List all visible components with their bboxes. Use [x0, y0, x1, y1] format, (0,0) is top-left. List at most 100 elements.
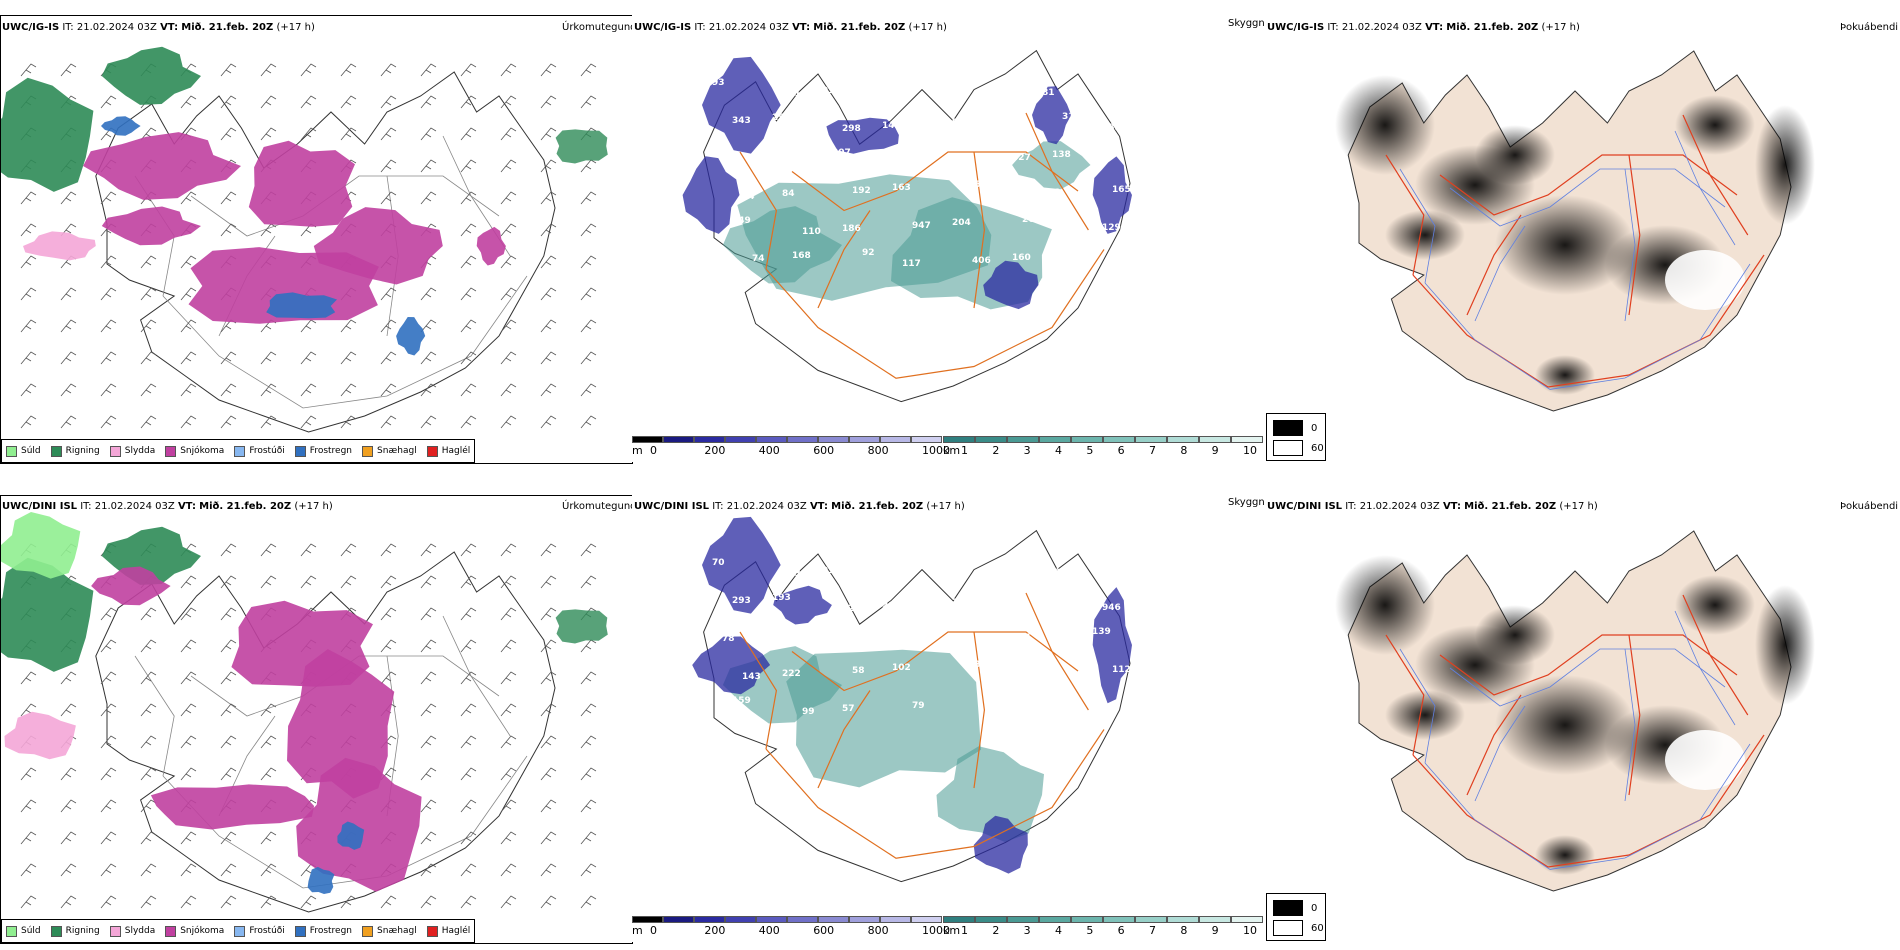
fog-indicator-legend: 0 60	[1266, 893, 1326, 941]
ceiling-scale-segment	[849, 436, 880, 443]
wind-barb	[500, 703, 517, 717]
freezing-rain-area	[266, 292, 337, 319]
ceiling-value-label: 172	[722, 154, 741, 164]
visibility-scale-tick: 2	[992, 444, 1000, 457]
snowfall-area	[476, 226, 506, 266]
wind-barb	[140, 639, 157, 653]
wind-barb	[140, 287, 157, 301]
wind-barb	[460, 287, 477, 301]
wind-barb	[580, 255, 597, 269]
wind-barb	[300, 127, 317, 141]
wind-barb	[420, 63, 437, 77]
snowfall-area	[287, 649, 395, 799]
legend-swatch	[294, 445, 306, 457]
fog-indicator-area	[1495, 675, 1635, 775]
legend-swatch	[109, 445, 121, 457]
ceiling-value-label: 54	[742, 192, 755, 202]
wind-barb	[220, 127, 237, 141]
legend-label: Snæhagl	[377, 926, 417, 936]
wind-barb	[540, 735, 557, 749]
wind-barb	[20, 703, 37, 717]
fog-map-header: UWC/IG-IS IT: 21.02.2024 03Z VT: Mið. 21…	[1267, 22, 1580, 33]
wind-barb	[220, 543, 237, 557]
wind-barb	[500, 735, 517, 749]
wind-barb	[220, 607, 237, 621]
ceiling-value-label: 118	[892, 563, 911, 573]
wind-barb	[420, 735, 437, 749]
wind-barb	[540, 799, 557, 813]
ceiling-value-label: 81	[1042, 88, 1055, 98]
legend-label: Frostregn	[309, 926, 353, 936]
wind-barb	[540, 255, 557, 269]
wind-barb	[500, 255, 517, 269]
ceiling-value-label: 89	[792, 631, 805, 641]
legend-item: Frostúði	[234, 445, 285, 457]
legend-item: Súld	[6, 925, 41, 937]
sleet-area	[23, 231, 96, 261]
legend-label: Frostúði	[249, 446, 285, 456]
ceiling-scale-segment	[632, 436, 663, 443]
wind-barb	[540, 351, 557, 365]
wind-barb	[540, 127, 557, 141]
snowfall-area	[83, 132, 241, 200]
ceiling-scale-segment	[849, 916, 880, 923]
fog-legend-swatch-high	[1273, 900, 1303, 916]
ceiling-value-label: 93	[712, 78, 725, 88]
legend-swatch	[234, 925, 246, 937]
ceiling-value-label: 308	[942, 636, 961, 646]
wind-barb	[180, 351, 197, 365]
wind-barb	[420, 351, 437, 365]
ceiling-value-label: 208	[902, 159, 921, 169]
ceiling-scale-tick: 400	[758, 444, 780, 457]
ceiling-value-label: 202	[1052, 630, 1071, 640]
ceiling-value-label: 105	[962, 180, 981, 190]
wind-barb	[500, 95, 517, 109]
wind-barb	[60, 799, 77, 813]
wind-barb	[60, 223, 77, 237]
ceiling-scale-tick: 1000	[922, 444, 950, 457]
wind-barb	[580, 767, 597, 781]
ceiling-map-type-title: Skyggni	[1228, 18, 1268, 29]
ceiling-value-label: 255	[772, 113, 791, 123]
fog-map-header: UWC/DINI ISL IT: 21.02.2024 03Z VT: Mið.…	[1267, 501, 1598, 512]
wind-barb	[340, 575, 357, 589]
snowfall-area	[150, 784, 315, 830]
ceiling-value-label: 427	[1012, 153, 1031, 163]
wind-barb	[340, 319, 357, 333]
wind-barb	[60, 895, 77, 909]
wind-barb	[100, 735, 117, 749]
wind-barb	[180, 319, 197, 333]
wind-barb	[580, 863, 597, 877]
wind-barb	[180, 607, 197, 621]
fog-indicator-area	[1675, 95, 1755, 155]
wind-barb	[380, 383, 397, 397]
road-line	[1624, 648, 1636, 802]
ceiling-scale-segment	[694, 916, 725, 923]
wind-barb	[60, 831, 77, 845]
legend-swatch	[165, 445, 177, 457]
wind-barb	[540, 895, 557, 909]
visibility-scale-tick: 4	[1055, 924, 1062, 937]
visibility-scale-segment	[1199, 436, 1231, 443]
wind-barb	[100, 287, 117, 301]
road-line	[1412, 734, 1765, 868]
legend-label: Rigning	[65, 446, 100, 456]
wind-barb	[540, 863, 557, 877]
wind-barb	[100, 607, 117, 621]
wind-barb	[100, 95, 117, 109]
ceiling-value-label: 159	[992, 115, 1011, 125]
wind-barb	[460, 63, 477, 77]
road-line	[1624, 168, 1636, 322]
wind-barb	[380, 639, 397, 653]
wind-barb	[340, 415, 357, 429]
fog-indicator-area	[1475, 125, 1555, 185]
road-line	[817, 210, 871, 309]
wind-barb	[220, 415, 237, 429]
wind-barb	[20, 799, 37, 813]
ceiling-scale-segment	[787, 916, 818, 923]
low-ceiling-area	[1032, 86, 1072, 145]
ceiling-value-label: 879	[1052, 250, 1071, 260]
visibility-scale-tick: 10	[1243, 444, 1257, 457]
wind-barb	[100, 415, 117, 429]
ceiling-value-label: 119	[902, 639, 921, 649]
